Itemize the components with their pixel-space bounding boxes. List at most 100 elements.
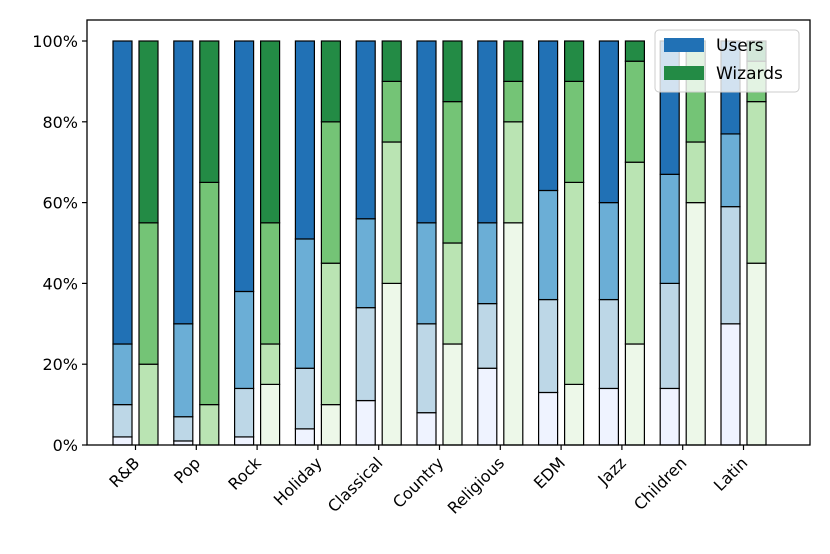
bar-segment-users-6-2: [416, 323, 437, 414]
bar-segment-wizards-9-4: [624, 40, 646, 62]
bar-segment-users-3-1: [234, 436, 255, 446]
bar-segment-wizards-6-3: [442, 100, 463, 244]
bar-segment-wizards-7-1: [503, 222, 524, 446]
bar-segment-wizards-5-2: [381, 141, 402, 284]
bar-segment-wizards-4-4: [320, 40, 341, 123]
bar-segment-wizards-3-2: [260, 343, 281, 386]
bar-segment-users-7-4: [477, 40, 498, 224]
bar-segment-users-9-3: [598, 202, 620, 301]
bar-segment-wizards-8-3: [563, 80, 585, 184]
bar-segment-users-10-1: [659, 387, 680, 446]
bar-segment-wizards-6-1: [442, 343, 463, 446]
bar-segment-wizards-1-3: [138, 222, 159, 365]
bar-segment-users-1-2: [112, 404, 133, 438]
x-tick-label: Classical: [324, 453, 387, 516]
bar-segment-users-9-2: [598, 298, 620, 390]
bar-segment-users-4-3: [294, 238, 315, 369]
bar-segment-users-7-1: [477, 367, 498, 446]
bar-segment-wizards-3-3: [260, 222, 281, 345]
bar-segment-wizards-9-3: [624, 60, 646, 163]
bar-segment-wizards-10-2: [685, 141, 706, 204]
bar-segment-wizards-2-3: [199, 181, 220, 406]
bar-segment-users-2-4: [173, 40, 194, 325]
bar-segment-wizards-4-3: [320, 121, 341, 264]
bar-segment-users-8-4: [537, 40, 559, 192]
legend-swatch-users: [664, 38, 704, 52]
bar-segment-wizards-8-2: [563, 181, 585, 385]
bar-segment-wizards-2-2: [199, 404, 220, 446]
bar-segment-wizards-8-1: [563, 383, 585, 446]
bar-segment-wizards-3-4: [260, 40, 281, 224]
bar-segment-users-5-2: [355, 307, 376, 402]
x-tick-label: Jazz: [593, 453, 629, 489]
bar-segment-users-9-4: [598, 40, 620, 204]
bar-segment-users-6-1: [416, 412, 437, 446]
bar-segment-wizards-2-4: [199, 40, 220, 183]
legend: Users Wizards: [654, 29, 800, 93]
bar-segment-wizards-1-4: [138, 40, 159, 224]
x-tick-label: Children: [630, 453, 691, 514]
y-tick-label: 40%: [42, 274, 78, 293]
x-tick-label: Rock: [224, 453, 265, 494]
bar-segment-users-3-4: [234, 40, 255, 293]
y-tick-label: 60%: [42, 194, 78, 213]
bar-segment-wizards-9-2: [624, 161, 646, 345]
legend-swatch-wizards: [664, 66, 704, 80]
bar-segment-wizards-1-2: [138, 363, 159, 446]
bar-segment-wizards-6-2: [442, 242, 463, 345]
bar-segment-users-8-3: [537, 189, 559, 301]
bar-segment-users-11-3: [720, 133, 741, 208]
y-axis: 0% 20% 40% 60% 80% 100%: [32, 32, 87, 455]
bar-segment-users-5-4: [355, 40, 376, 220]
bar-segment-users-3-2: [234, 387, 255, 438]
bar-segment-users-2-3: [173, 323, 194, 418]
x-tick-label: Country: [389, 453, 447, 511]
y-tick-label: 100%: [32, 32, 78, 51]
bar-segment-wizards-6-4: [442, 40, 463, 103]
bar-segment-users-4-4: [294, 40, 315, 240]
y-tick-label: 80%: [42, 113, 78, 132]
x-tick-label: Latin: [710, 453, 751, 494]
bars-layer: [112, 40, 767, 446]
bar-segment-users-8-2: [537, 298, 559, 394]
bar-segment-wizards-7-2: [503, 121, 524, 224]
bar-segment-users-5-1: [355, 399, 376, 446]
bar-segment-users-1-3: [112, 343, 133, 406]
bar-segment-users-11-2: [720, 206, 741, 325]
legend-label-users: Users: [716, 36, 764, 56]
bar-segment-wizards-11-2: [746, 100, 767, 264]
bar-segment-wizards-11-1: [746, 262, 767, 446]
x-tick-label: Pop: [170, 453, 204, 487]
bar-segment-wizards-5-4: [381, 40, 402, 83]
bar-segment-users-11-1: [720, 323, 741, 446]
y-tick-label: 0%: [53, 436, 78, 455]
bar-segment-users-7-3: [477, 222, 498, 305]
bar-segment-users-10-2: [659, 282, 680, 390]
bar-segment-wizards-5-3: [381, 80, 402, 143]
bar-segment-wizards-4-2: [320, 262, 341, 406]
bar-segment-users-4-1: [294, 428, 315, 446]
bar-segment-users-2-2: [173, 416, 194, 442]
bar-segment-wizards-8-4: [563, 40, 585, 83]
bar-segment-users-3-3: [234, 290, 255, 390]
bar-segment-wizards-5-1: [381, 282, 402, 446]
x-tick-label: Holiday: [270, 453, 326, 509]
bar-segment-wizards-7-3: [503, 80, 524, 123]
x-tick-label: Religious: [444, 453, 508, 517]
bar-segment-wizards-7-4: [503, 40, 524, 83]
bar-segment-users-1-1: [112, 436, 133, 446]
bar-segment-users-9-1: [598, 387, 620, 446]
bar-segment-wizards-10-1: [685, 202, 706, 446]
x-tick-label: R&B: [105, 453, 143, 491]
bar-segment-users-10-3: [659, 173, 680, 285]
bar-segment-users-6-4: [416, 40, 437, 224]
y-tick-label: 20%: [42, 355, 78, 374]
bar-segment-users-8-1: [537, 391, 559, 446]
x-tick-label: EDM: [530, 453, 569, 492]
bar-segment-users-6-3: [416, 222, 437, 325]
bar-segment-users-5-3: [355, 218, 376, 309]
bar-segment-wizards-3-1: [260, 383, 281, 446]
bar-segment-wizards-4-1: [320, 404, 341, 446]
